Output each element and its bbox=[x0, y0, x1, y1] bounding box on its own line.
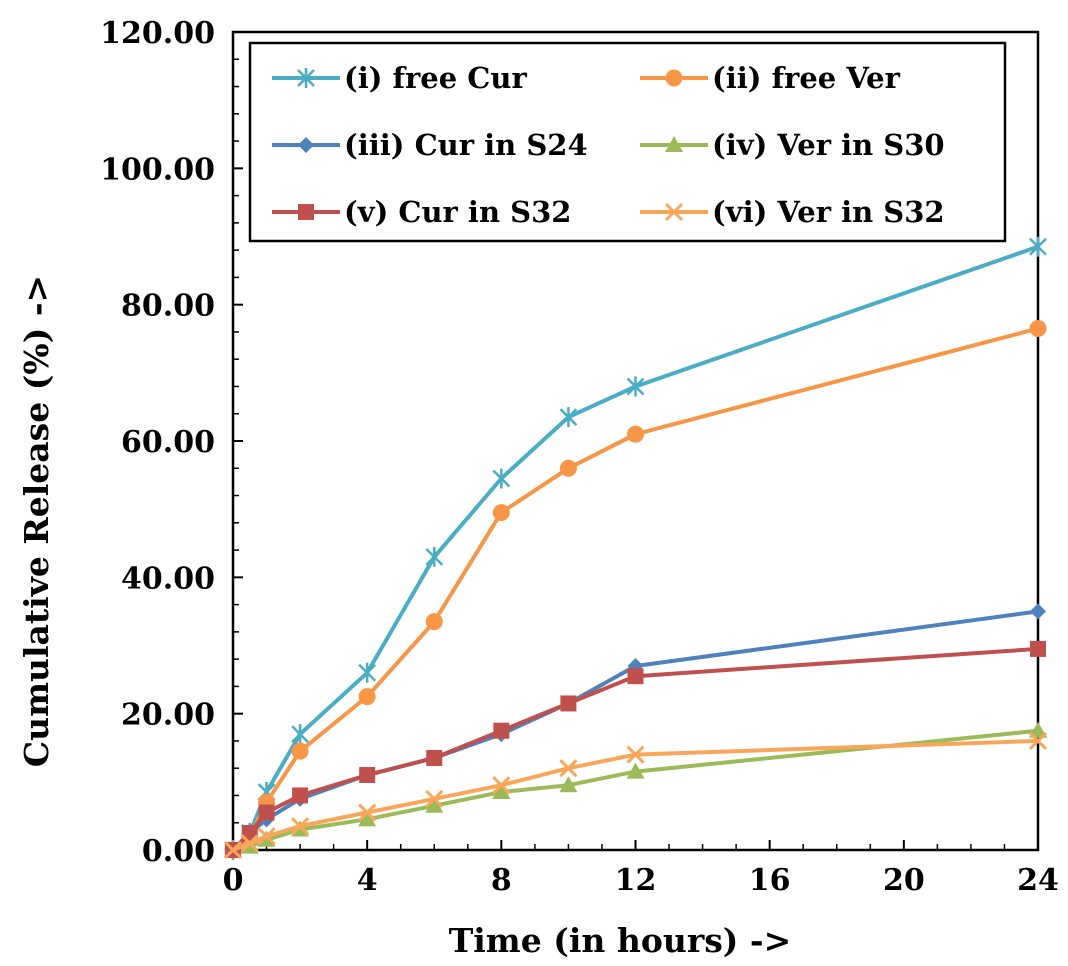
x-tick-label: 0 bbox=[223, 863, 244, 898]
data-point bbox=[626, 762, 645, 779]
data-point bbox=[426, 749, 443, 766]
data-point bbox=[358, 803, 377, 822]
series-3 bbox=[225, 603, 1046, 858]
y-tick-label: 0.00 bbox=[142, 834, 215, 869]
data-point bbox=[1030, 603, 1046, 620]
data-point bbox=[493, 722, 510, 739]
axes: 0.00 20.00 40.00 60.00 80.00 100.00 120.00 0 4 8 1… bbox=[100, 16, 1059, 898]
data-point bbox=[1029, 721, 1047, 738]
data-point bbox=[359, 767, 376, 784]
series-4 bbox=[224, 721, 1047, 857]
series-6 bbox=[223, 731, 1048, 860]
x-tick-label: 16 bbox=[749, 863, 791, 898]
x-axis-title: Time (in hours) -> bbox=[449, 921, 792, 960]
legend-label: (v) Cur in S32 bbox=[344, 195, 571, 229]
legend-label: (i) free Cur bbox=[344, 61, 527, 95]
y-tick-label: 20.00 bbox=[121, 698, 215, 733]
data-point bbox=[626, 745, 645, 764]
data-point bbox=[297, 68, 315, 88]
y-axis-title: Cumulative Release (%) -> bbox=[17, 275, 56, 767]
data-point bbox=[425, 796, 444, 813]
data-point bbox=[358, 810, 377, 827]
legend-label: (iii) Cur in S24 bbox=[344, 128, 588, 162]
data-point bbox=[223, 840, 243, 860]
data-point bbox=[1028, 731, 1048, 750]
data-point bbox=[292, 787, 309, 804]
data-point bbox=[1029, 236, 1047, 257]
legend-item: (ii) free Ver bbox=[640, 61, 901, 95]
data-point bbox=[291, 724, 309, 745]
data-point bbox=[241, 824, 258, 841]
series-2 bbox=[224, 320, 1047, 859]
x-tick-label: 8 bbox=[491, 863, 512, 898]
legend: (i) free Cur (ii) free Ver (iii) Cur in S2… bbox=[248, 41, 1007, 243]
series-5 bbox=[225, 640, 1046, 858]
legend-item: (v) Cur in S32 bbox=[272, 195, 571, 229]
data-point bbox=[664, 202, 684, 222]
data-point bbox=[1030, 640, 1046, 657]
y-tick-label: 40.00 bbox=[121, 561, 215, 596]
data-point bbox=[257, 827, 276, 846]
data-point bbox=[425, 546, 444, 567]
series-line bbox=[231, 326, 1039, 852]
data-point bbox=[492, 504, 510, 522]
data-point bbox=[425, 613, 443, 631]
legend-box bbox=[248, 41, 1007, 243]
legend-label: (vi) Ver in S32 bbox=[712, 195, 945, 229]
series-line bbox=[232, 738, 1039, 852]
data-point bbox=[298, 204, 314, 220]
x-tick-label: 24 bbox=[1017, 863, 1059, 898]
y-tick-label: 80.00 bbox=[121, 289, 215, 324]
x-tick-label: 4 bbox=[357, 863, 378, 898]
data-point bbox=[560, 695, 577, 712]
data-point bbox=[665, 136, 683, 152]
data-point bbox=[240, 834, 259, 853]
series-line bbox=[231, 646, 1039, 852]
data-point bbox=[559, 407, 578, 428]
series-line bbox=[231, 244, 1039, 852]
data-point bbox=[258, 804, 275, 821]
y-tick-label: 120.00 bbox=[100, 16, 215, 51]
data-point bbox=[627, 668, 644, 685]
legend-item: (iv) Ver in S30 bbox=[640, 128, 945, 162]
data-point bbox=[665, 69, 683, 87]
data-point bbox=[559, 776, 578, 793]
legend-item: (vi) Ver in S32 bbox=[640, 195, 945, 229]
data-point bbox=[627, 425, 644, 443]
data-point bbox=[291, 817, 310, 836]
data-point bbox=[492, 783, 511, 800]
legend-label: (ii) free Ver bbox=[712, 61, 901, 95]
data-point bbox=[1029, 320, 1047, 338]
legend-item: (i) free Cur bbox=[272, 61, 527, 95]
x-tick-label: 12 bbox=[615, 863, 657, 898]
series-layer bbox=[223, 236, 1048, 860]
data-point bbox=[298, 137, 314, 153]
data-point bbox=[492, 468, 511, 489]
data-point bbox=[559, 459, 577, 477]
legend-item: (iii) Cur in S24 bbox=[272, 128, 588, 162]
data-point bbox=[425, 789, 444, 808]
series-line bbox=[232, 728, 1039, 852]
data-point bbox=[626, 376, 645, 397]
data-point bbox=[492, 776, 511, 795]
data-point bbox=[291, 742, 309, 760]
legend-label: (iv) Ver in S30 bbox=[712, 128, 945, 162]
data-point bbox=[559, 759, 578, 778]
y-tick-label: 100.00 bbox=[100, 152, 215, 187]
data-point bbox=[358, 688, 376, 706]
y-tick-label: 60.00 bbox=[121, 425, 215, 460]
x-tick-label: 20 bbox=[883, 863, 925, 898]
data-point bbox=[358, 662, 377, 683]
